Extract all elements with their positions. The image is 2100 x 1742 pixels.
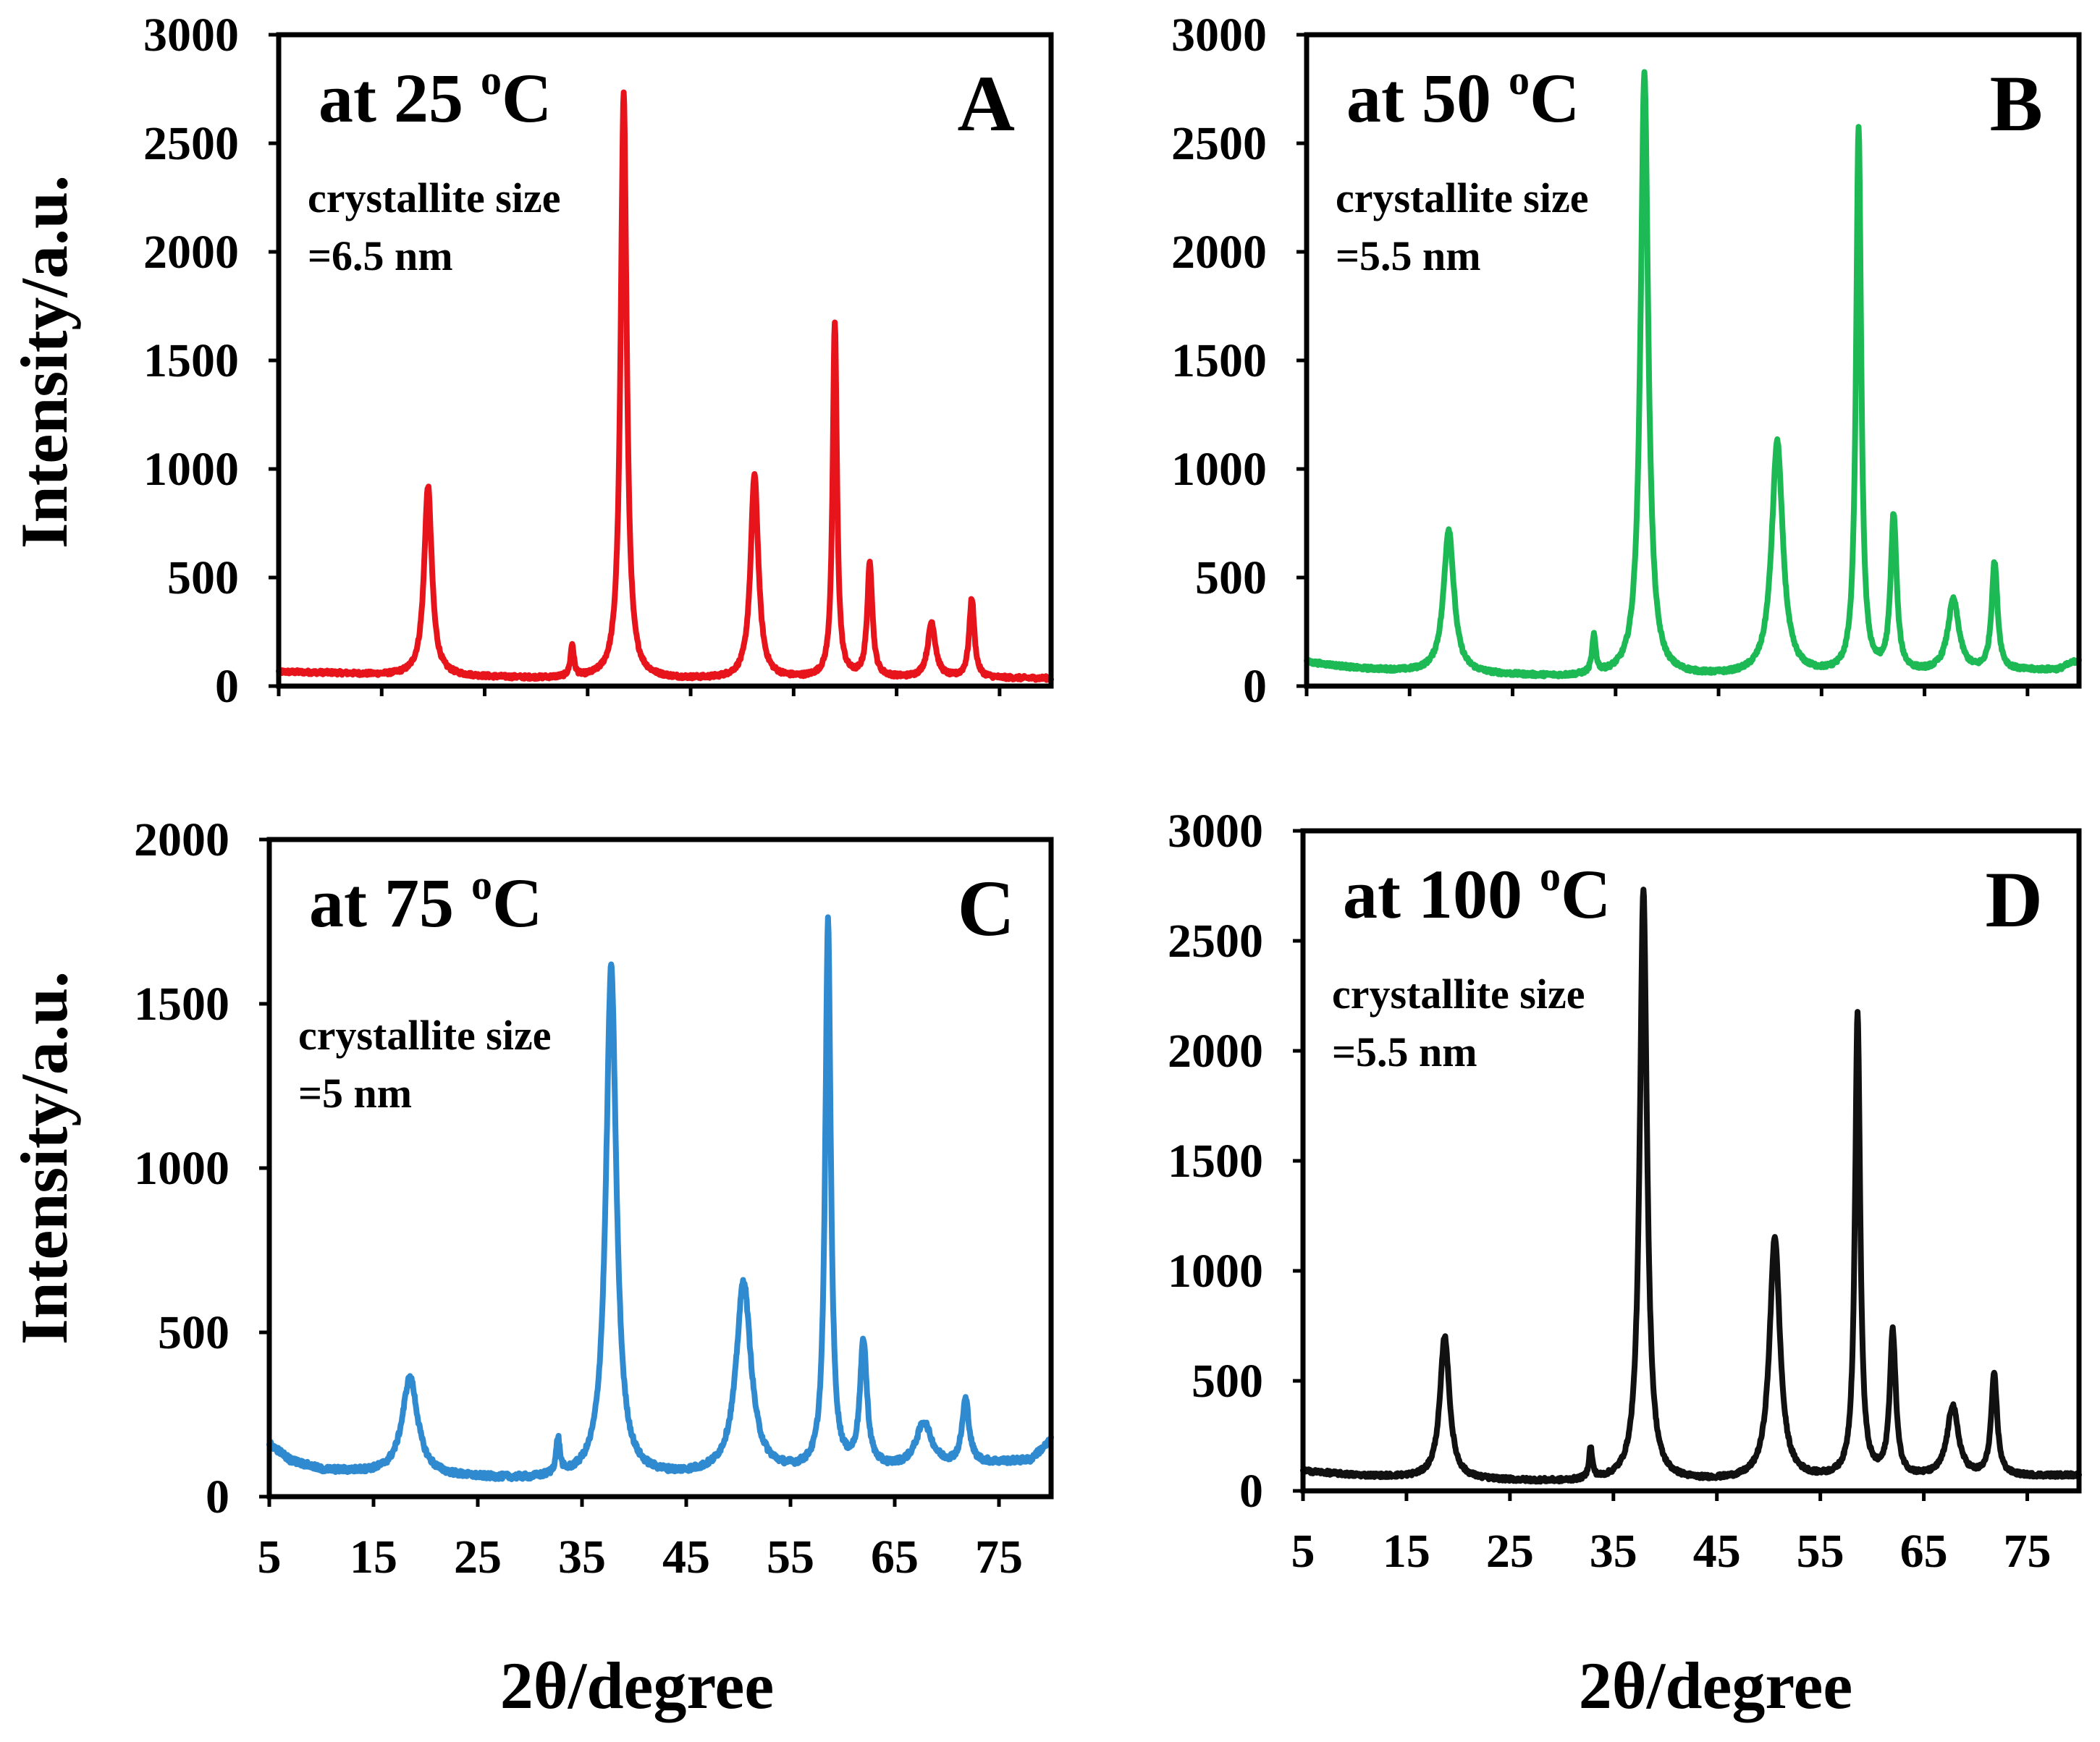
y-tick-label-b: 0 xyxy=(1243,660,1267,713)
x-tick-label-c: 55 xyxy=(767,1531,814,1584)
x-tick-label-d: 35 xyxy=(1590,1525,1637,1578)
x-tick-label-d: 25 xyxy=(1486,1525,1534,1578)
y-tick-label-d: 2500 xyxy=(1168,915,1263,968)
x-tick-label-d: 55 xyxy=(1797,1525,1844,1578)
y-tick-label-c: 0 xyxy=(206,1471,229,1523)
crystallite-size-value-b: =5.5 nm xyxy=(1336,232,1481,279)
x-tick-label-c: 15 xyxy=(350,1531,397,1584)
x-tick-label-d: 5 xyxy=(1291,1525,1315,1578)
y-tick-label-d: 2000 xyxy=(1168,1025,1263,1078)
crystallite-size-label-b: crystallite size xyxy=(1336,174,1588,221)
x-tick-label-d: 65 xyxy=(1900,1525,1948,1578)
y-tick-label-a: 500 xyxy=(167,551,239,604)
y-tick-label-b: 1000 xyxy=(1171,443,1267,496)
panel-d: 0 500 1000 1500 2000 2500 3000 5 15 25 35 45 55 65 75 a… xyxy=(1168,805,2082,1578)
x-tick-label-c: 65 xyxy=(871,1531,919,1584)
crystallite-size-label-a: crystallite size xyxy=(308,174,560,221)
panel-letter-d: D xyxy=(1986,855,2043,944)
panel-letter-b: B xyxy=(1990,59,2043,148)
y-tick-label-b: 3000 xyxy=(1171,9,1267,62)
y-tick-label-a: 3000 xyxy=(143,9,239,62)
x-tick-label-d: 45 xyxy=(1693,1525,1741,1578)
crystallite-size-value-d: =5.5 nm xyxy=(1332,1028,1477,1075)
y-tick-label-b: 1500 xyxy=(1171,334,1267,387)
y-tick-label-d: 0 xyxy=(1239,1465,1263,1518)
crystallite-size-label-c: crystallite size xyxy=(298,1012,551,1059)
y-tick-label-a: 2500 xyxy=(143,117,239,170)
x-tick-label-c: 35 xyxy=(558,1531,606,1584)
y-axis-title-top: Intensity/a.u. xyxy=(7,175,81,549)
y-tick-label-d: 500 xyxy=(1192,1355,1263,1408)
y-tick-label-d: 3000 xyxy=(1168,805,1263,858)
y-tick-label-b: 500 xyxy=(1195,551,1267,604)
temperature-label-c: at 75 oC xyxy=(309,861,542,942)
y-tick-label-c: 1500 xyxy=(134,978,229,1031)
xrd-pattern-d xyxy=(1300,887,2082,1485)
xrd-pattern-b xyxy=(1304,69,2082,680)
y-tick-label-c: 500 xyxy=(158,1306,229,1359)
y-tick-label-a: 2000 xyxy=(143,226,239,279)
x-axis-title-right: 2θ/degree xyxy=(1579,1649,1852,1722)
x-tick-label-c: 75 xyxy=(975,1531,1023,1584)
xrd-pattern-c xyxy=(266,914,1054,1482)
y-tick-label-b: 2500 xyxy=(1171,117,1267,170)
panel-c: 0 500 1000 1500 2000 5 15 25 35 45 55 65 75 at 75 oC c… xyxy=(134,813,1054,1584)
y-tick-label-a: 1000 xyxy=(143,443,239,496)
panel-letter-a: A xyxy=(958,59,1015,148)
xrd-pattern-a xyxy=(276,89,1054,683)
y-tick-label-a: 1500 xyxy=(143,334,239,387)
temperature-label-d: at 100 oC xyxy=(1343,853,1611,933)
crystallite-size-value-c: =5 nm xyxy=(298,1070,412,1117)
y-tick-label-d: 1500 xyxy=(1168,1135,1263,1188)
crystallite-size-label-d: crystallite size xyxy=(1332,971,1585,1018)
x-tick-label-d: 75 xyxy=(2004,1525,2051,1578)
temperature-label-a: at 25 oC xyxy=(319,56,552,137)
x-tick-label-c: 5 xyxy=(258,1531,282,1584)
x-tick-label-c: 45 xyxy=(662,1531,710,1584)
temperature-label-b: at 50 oC xyxy=(1346,56,1580,137)
y-tick-label-c: 2000 xyxy=(134,813,229,866)
y-tick-label-d: 1000 xyxy=(1168,1245,1263,1298)
panel-a: 0 500 1000 1500 2000 2500 3000 at 25 oC crystall… xyxy=(143,9,1054,713)
y-axis-title-bottom: Intensity/a.u. xyxy=(7,971,81,1345)
crystallite-size-value-a: =6.5 nm xyxy=(308,232,453,279)
x-axis-title-left: 2θ/degree xyxy=(500,1649,774,1722)
panel-letter-c: C xyxy=(958,864,1015,952)
y-tick-label-a: 0 xyxy=(215,660,239,713)
panel-b: 0 500 1000 1500 2000 2500 3000 at 50 oC crystall… xyxy=(1171,9,2082,713)
x-tick-label-d: 15 xyxy=(1383,1525,1430,1578)
y-tick-label-b: 2000 xyxy=(1171,226,1267,279)
x-tick-label-c: 25 xyxy=(454,1531,502,1584)
y-tick-label-c: 1000 xyxy=(134,1142,229,1195)
